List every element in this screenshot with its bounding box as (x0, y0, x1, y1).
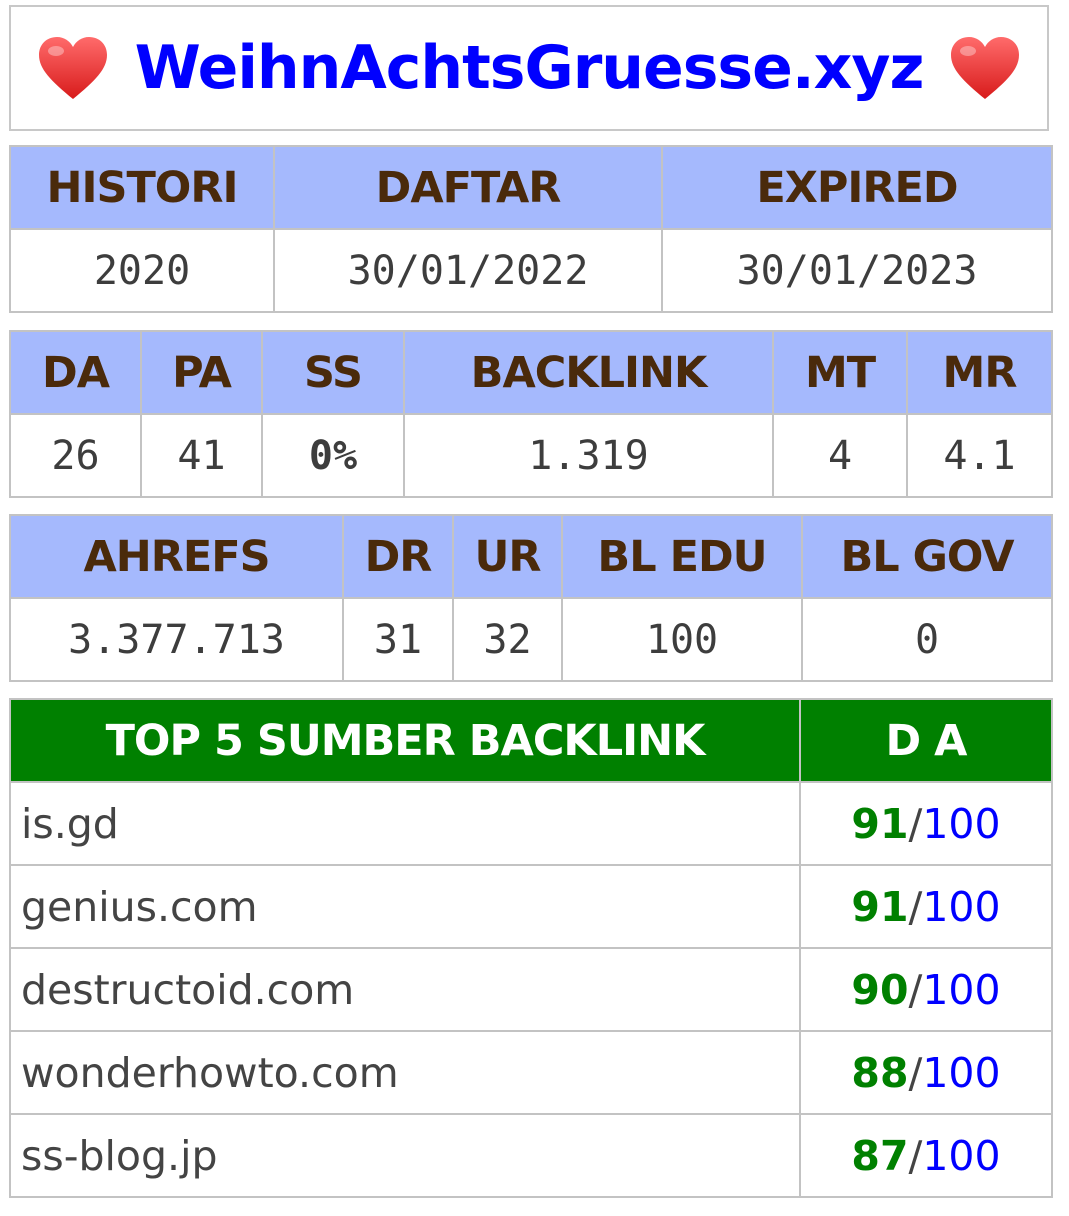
header-da-score: D A (799, 698, 1053, 783)
value-daftar: 30/01/2022 (273, 228, 663, 313)
backlink-domain: destructoid.com (9, 947, 801, 1032)
header-ur: UR (452, 514, 563, 599)
heart-icon (38, 37, 107, 99)
header-bl-edu: BL EDU (561, 514, 803, 599)
da-value: 88 (851, 1048, 909, 1097)
backlink-da: 87/100 (799, 1113, 1053, 1198)
registration-table: HISTORI DAFTAR EXPIRED 2020 30/01/2022 3… (9, 145, 1053, 313)
header-ahrefs: AHREFS (9, 514, 344, 599)
header-bl-gov: BL GOV (801, 514, 1053, 599)
backlink-da: 88/100 (799, 1030, 1053, 1115)
value-bl-edu: 100 (561, 597, 803, 682)
value-histori: 2020 (9, 228, 275, 313)
da-value: 87 (851, 1131, 909, 1180)
top-backlinks-table: TOP 5 SUMBER BACKLINK D A is.gd 91/100 g… (9, 698, 1053, 1198)
value-backlink: 1.319 (403, 413, 774, 498)
header-backlink: BACKLINK (403, 330, 774, 415)
header-ss: SS (261, 330, 405, 415)
metrics-table: DA PA SS BACKLINK MT MR 26 41 0% 1.319 4… (9, 330, 1053, 498)
value-pa: 41 (140, 413, 263, 498)
da-separator: / (908, 882, 923, 931)
heart-icon (951, 37, 1020, 99)
da-separator: / (908, 1131, 923, 1180)
backlink-da: 91/100 (799, 781, 1053, 866)
backlink-domain: genius.com (9, 864, 801, 949)
da-max: 100 (922, 965, 1001, 1014)
backlink-domain: is.gd (9, 781, 801, 866)
da-value: 90 (851, 965, 909, 1014)
backlink-da: 91/100 (799, 864, 1053, 949)
value-mt: 4 (772, 413, 908, 498)
table-row: is.gd 91/100 (9, 781, 1053, 866)
backlink-da: 90/100 (799, 947, 1053, 1032)
site-title: WeihnAchtsGruesse.xyz (134, 33, 925, 103)
value-ss: 0% (261, 413, 405, 498)
header-pa: PA (140, 330, 263, 415)
da-value: 91 (851, 882, 909, 931)
header-mr: MR (906, 330, 1053, 415)
backlink-domain: wonderhowto.com (9, 1030, 801, 1115)
header-da: DA (9, 330, 142, 415)
da-max: 100 (922, 799, 1001, 848)
da-separator: / (908, 799, 923, 848)
value-ahrefs: 3.377.713 (9, 597, 344, 682)
value-dr: 31 (342, 597, 454, 682)
value-mr: 4.1 (906, 413, 1053, 498)
value-da: 26 (9, 413, 142, 498)
da-separator: / (908, 1048, 923, 1097)
backlink-domain: ss-blog.jp (9, 1113, 801, 1198)
table-row: genius.com 91/100 (9, 864, 1053, 949)
da-max: 100 (922, 1048, 1001, 1097)
header-top-sources: TOP 5 SUMBER BACKLINK (9, 698, 801, 783)
table-row: wonderhowto.com 88/100 (9, 1030, 1053, 1115)
da-max: 100 (922, 882, 1001, 931)
site-title-box: WeihnAchtsGruesse.xyz (9, 5, 1049, 131)
value-ur: 32 (452, 597, 563, 682)
value-expired: 30/01/2023 (661, 228, 1053, 313)
table-row: ss-blog.jp 87/100 (9, 1113, 1053, 1198)
value-bl-gov: 0 (801, 597, 1053, 682)
header-dr: DR (342, 514, 454, 599)
da-separator: / (908, 965, 923, 1014)
header-daftar: DAFTAR (273, 145, 663, 230)
da-value: 91 (851, 799, 909, 848)
da-max: 100 (922, 1131, 1001, 1180)
table-row: destructoid.com 90/100 (9, 947, 1053, 1032)
ahrefs-table: AHREFS DR UR BL EDU BL GOV 3.377.713 31 … (9, 514, 1053, 682)
header-histori: HISTORI (9, 145, 275, 230)
header-expired: EXPIRED (661, 145, 1053, 230)
header-mt: MT (772, 330, 908, 415)
